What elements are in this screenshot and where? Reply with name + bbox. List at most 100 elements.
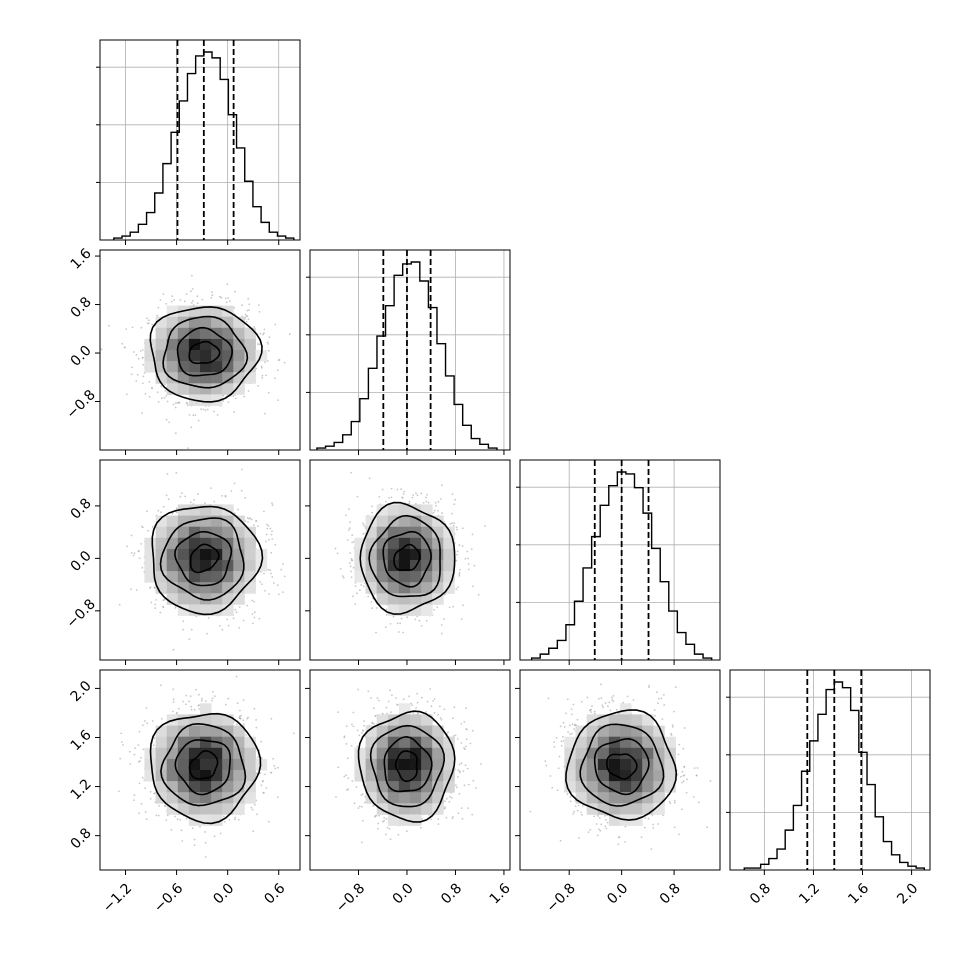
sample-point xyxy=(467,807,470,809)
density-cell xyxy=(398,736,411,749)
sample-point xyxy=(371,505,373,508)
sample-point xyxy=(362,522,364,525)
density-cell xyxy=(564,736,576,749)
density-cell xyxy=(620,758,632,771)
sample-point xyxy=(247,318,250,321)
density-cell xyxy=(387,526,400,539)
density-cell xyxy=(155,571,168,583)
sample-point xyxy=(250,806,253,809)
sample-point xyxy=(558,755,561,758)
sample-point xyxy=(430,818,432,821)
sample-point xyxy=(416,692,419,695)
sample-point xyxy=(577,804,580,807)
density-cell xyxy=(398,770,411,782)
sample-point xyxy=(451,512,453,515)
sample-point xyxy=(142,526,144,529)
density-cell xyxy=(222,781,234,793)
density-cell xyxy=(200,305,212,318)
sample-point xyxy=(471,729,474,732)
density-cell xyxy=(244,792,256,804)
panel-frame xyxy=(309,249,511,451)
sample-point xyxy=(200,699,203,702)
density-cell xyxy=(177,714,190,726)
sample-point xyxy=(681,808,683,811)
sample-point xyxy=(350,471,353,474)
contour-line xyxy=(188,750,219,780)
sample-point xyxy=(158,805,161,807)
sample-point xyxy=(437,713,439,716)
sample-point xyxy=(120,732,123,735)
density-cell xyxy=(365,537,378,550)
sample-point xyxy=(244,520,247,522)
sample-point xyxy=(569,800,572,803)
density-cell xyxy=(387,747,400,760)
sample-point xyxy=(466,767,469,770)
sample-point xyxy=(568,724,571,727)
sample-point xyxy=(221,494,224,497)
sample-point xyxy=(134,747,136,750)
density-cell xyxy=(597,781,610,793)
sample-point xyxy=(263,328,266,331)
density-cell xyxy=(211,593,223,605)
sample-point xyxy=(441,512,443,515)
sample-point xyxy=(173,299,176,301)
sample-point xyxy=(425,619,428,622)
y-tick-label: 1.2 xyxy=(68,776,95,803)
density-cell xyxy=(575,747,588,760)
contour-line xyxy=(176,326,233,377)
sample-point xyxy=(385,818,388,820)
density-cell xyxy=(166,305,179,318)
density-cell xyxy=(177,526,190,539)
sample-point xyxy=(430,705,433,708)
sample-point xyxy=(234,512,236,515)
sample-point xyxy=(211,294,214,297)
sample-point xyxy=(467,783,470,786)
sample-point xyxy=(362,532,365,535)
density-cell xyxy=(642,758,654,771)
sample-point xyxy=(151,526,154,528)
sample-point xyxy=(373,707,375,710)
panel-frame xyxy=(519,459,721,661)
sample-point xyxy=(460,742,463,744)
sample-point xyxy=(221,628,224,631)
density-cell xyxy=(188,604,201,616)
density-cell xyxy=(166,725,179,738)
sample-point xyxy=(108,324,110,327)
sample-point xyxy=(545,764,548,767)
sample-point xyxy=(576,718,579,721)
density-cell xyxy=(608,792,621,804)
density-cell xyxy=(398,803,411,815)
sample-point xyxy=(443,520,446,523)
density-cell xyxy=(398,560,411,572)
density-cell xyxy=(211,803,223,815)
sample-point xyxy=(590,711,593,713)
sample-point xyxy=(182,628,185,631)
sample-point xyxy=(225,301,228,304)
density-cell xyxy=(642,770,654,782)
density-cell xyxy=(211,571,223,583)
sample-point xyxy=(261,583,263,585)
sample-point xyxy=(172,710,174,713)
sample-point xyxy=(399,622,401,625)
sample-point xyxy=(260,740,263,743)
sample-point xyxy=(452,524,455,527)
density-cell xyxy=(410,747,422,760)
sample-point xyxy=(258,311,261,313)
sample-point xyxy=(414,618,417,621)
sample-point xyxy=(119,757,122,760)
sample-point xyxy=(648,686,650,689)
sample-point xyxy=(125,328,128,330)
sample-point xyxy=(385,608,388,611)
scatter-panel-1-2 xyxy=(305,459,511,665)
density-cell xyxy=(211,515,223,528)
sample-point xyxy=(374,715,376,717)
density-cell xyxy=(620,736,632,749)
sample-point xyxy=(141,349,144,351)
density-cell xyxy=(575,781,588,793)
sample-point xyxy=(264,361,266,364)
density-cell xyxy=(365,548,378,561)
sample-point xyxy=(416,494,419,497)
density-cell xyxy=(177,725,190,738)
sample-point xyxy=(598,817,601,819)
sample-point xyxy=(154,603,157,606)
